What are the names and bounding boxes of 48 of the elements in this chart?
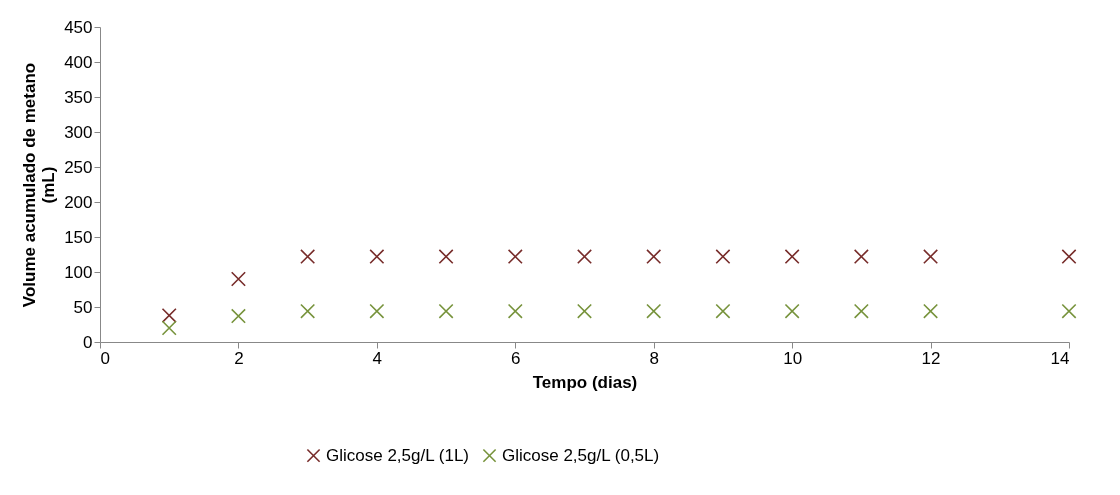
point (715, 249, 731, 265)
x-tick-label: 8 (649, 348, 659, 368)
y-tick-label: 450 (64, 17, 93, 37)
legend-label: Glicose 2,5g/L (0,5L) (502, 445, 660, 465)
y-tick-label: 100 (64, 262, 93, 282)
point (369, 249, 385, 265)
point (576, 303, 593, 319)
point (507, 249, 523, 265)
point (784, 249, 800, 265)
point (923, 249, 939, 265)
point (1061, 303, 1077, 319)
y-tick-label: 400 (64, 52, 93, 72)
point (161, 320, 177, 336)
point (923, 303, 939, 319)
point (230, 271, 246, 287)
y-tick-label: 150 (64, 227, 93, 247)
x-tick-label: 6 (511, 348, 521, 368)
x-tick-label: 4 (372, 348, 383, 368)
point (784, 303, 800, 319)
point (369, 303, 385, 319)
point (300, 249, 316, 265)
point (853, 249, 869, 265)
y-tick-label: 200 (64, 192, 93, 212)
point (161, 307, 177, 323)
point (507, 303, 523, 319)
point (300, 303, 316, 319)
y-axis-title: Volume acumulado de metano (mL) (20, 62, 59, 308)
x-tick-label: 14 (1050, 348, 1070, 368)
point (438, 249, 454, 265)
y-tick-label: 0 (83, 332, 93, 352)
point (853, 303, 869, 319)
legend-label: Glicose 2,5g/L (1L) (326, 445, 469, 465)
x-tick-label: 0 (100, 348, 110, 368)
point (646, 249, 662, 265)
point (576, 249, 593, 265)
y-tick-label: 350 (64, 87, 93, 107)
y-tick-label: 50 (73, 297, 93, 317)
x-tick-label: 2 (234, 348, 244, 368)
point (230, 308, 246, 324)
x-tick-label: 12 (921, 348, 941, 368)
x-tick-label: 10 (783, 348, 803, 368)
point (715, 303, 731, 319)
point (1061, 249, 1077, 265)
point (438, 303, 454, 319)
y-tick-label: 250 (64, 157, 93, 177)
point (646, 303, 662, 319)
y-tick-label: 300 (64, 122, 93, 142)
x-axis-title: Tempo (dias) (532, 372, 638, 392)
